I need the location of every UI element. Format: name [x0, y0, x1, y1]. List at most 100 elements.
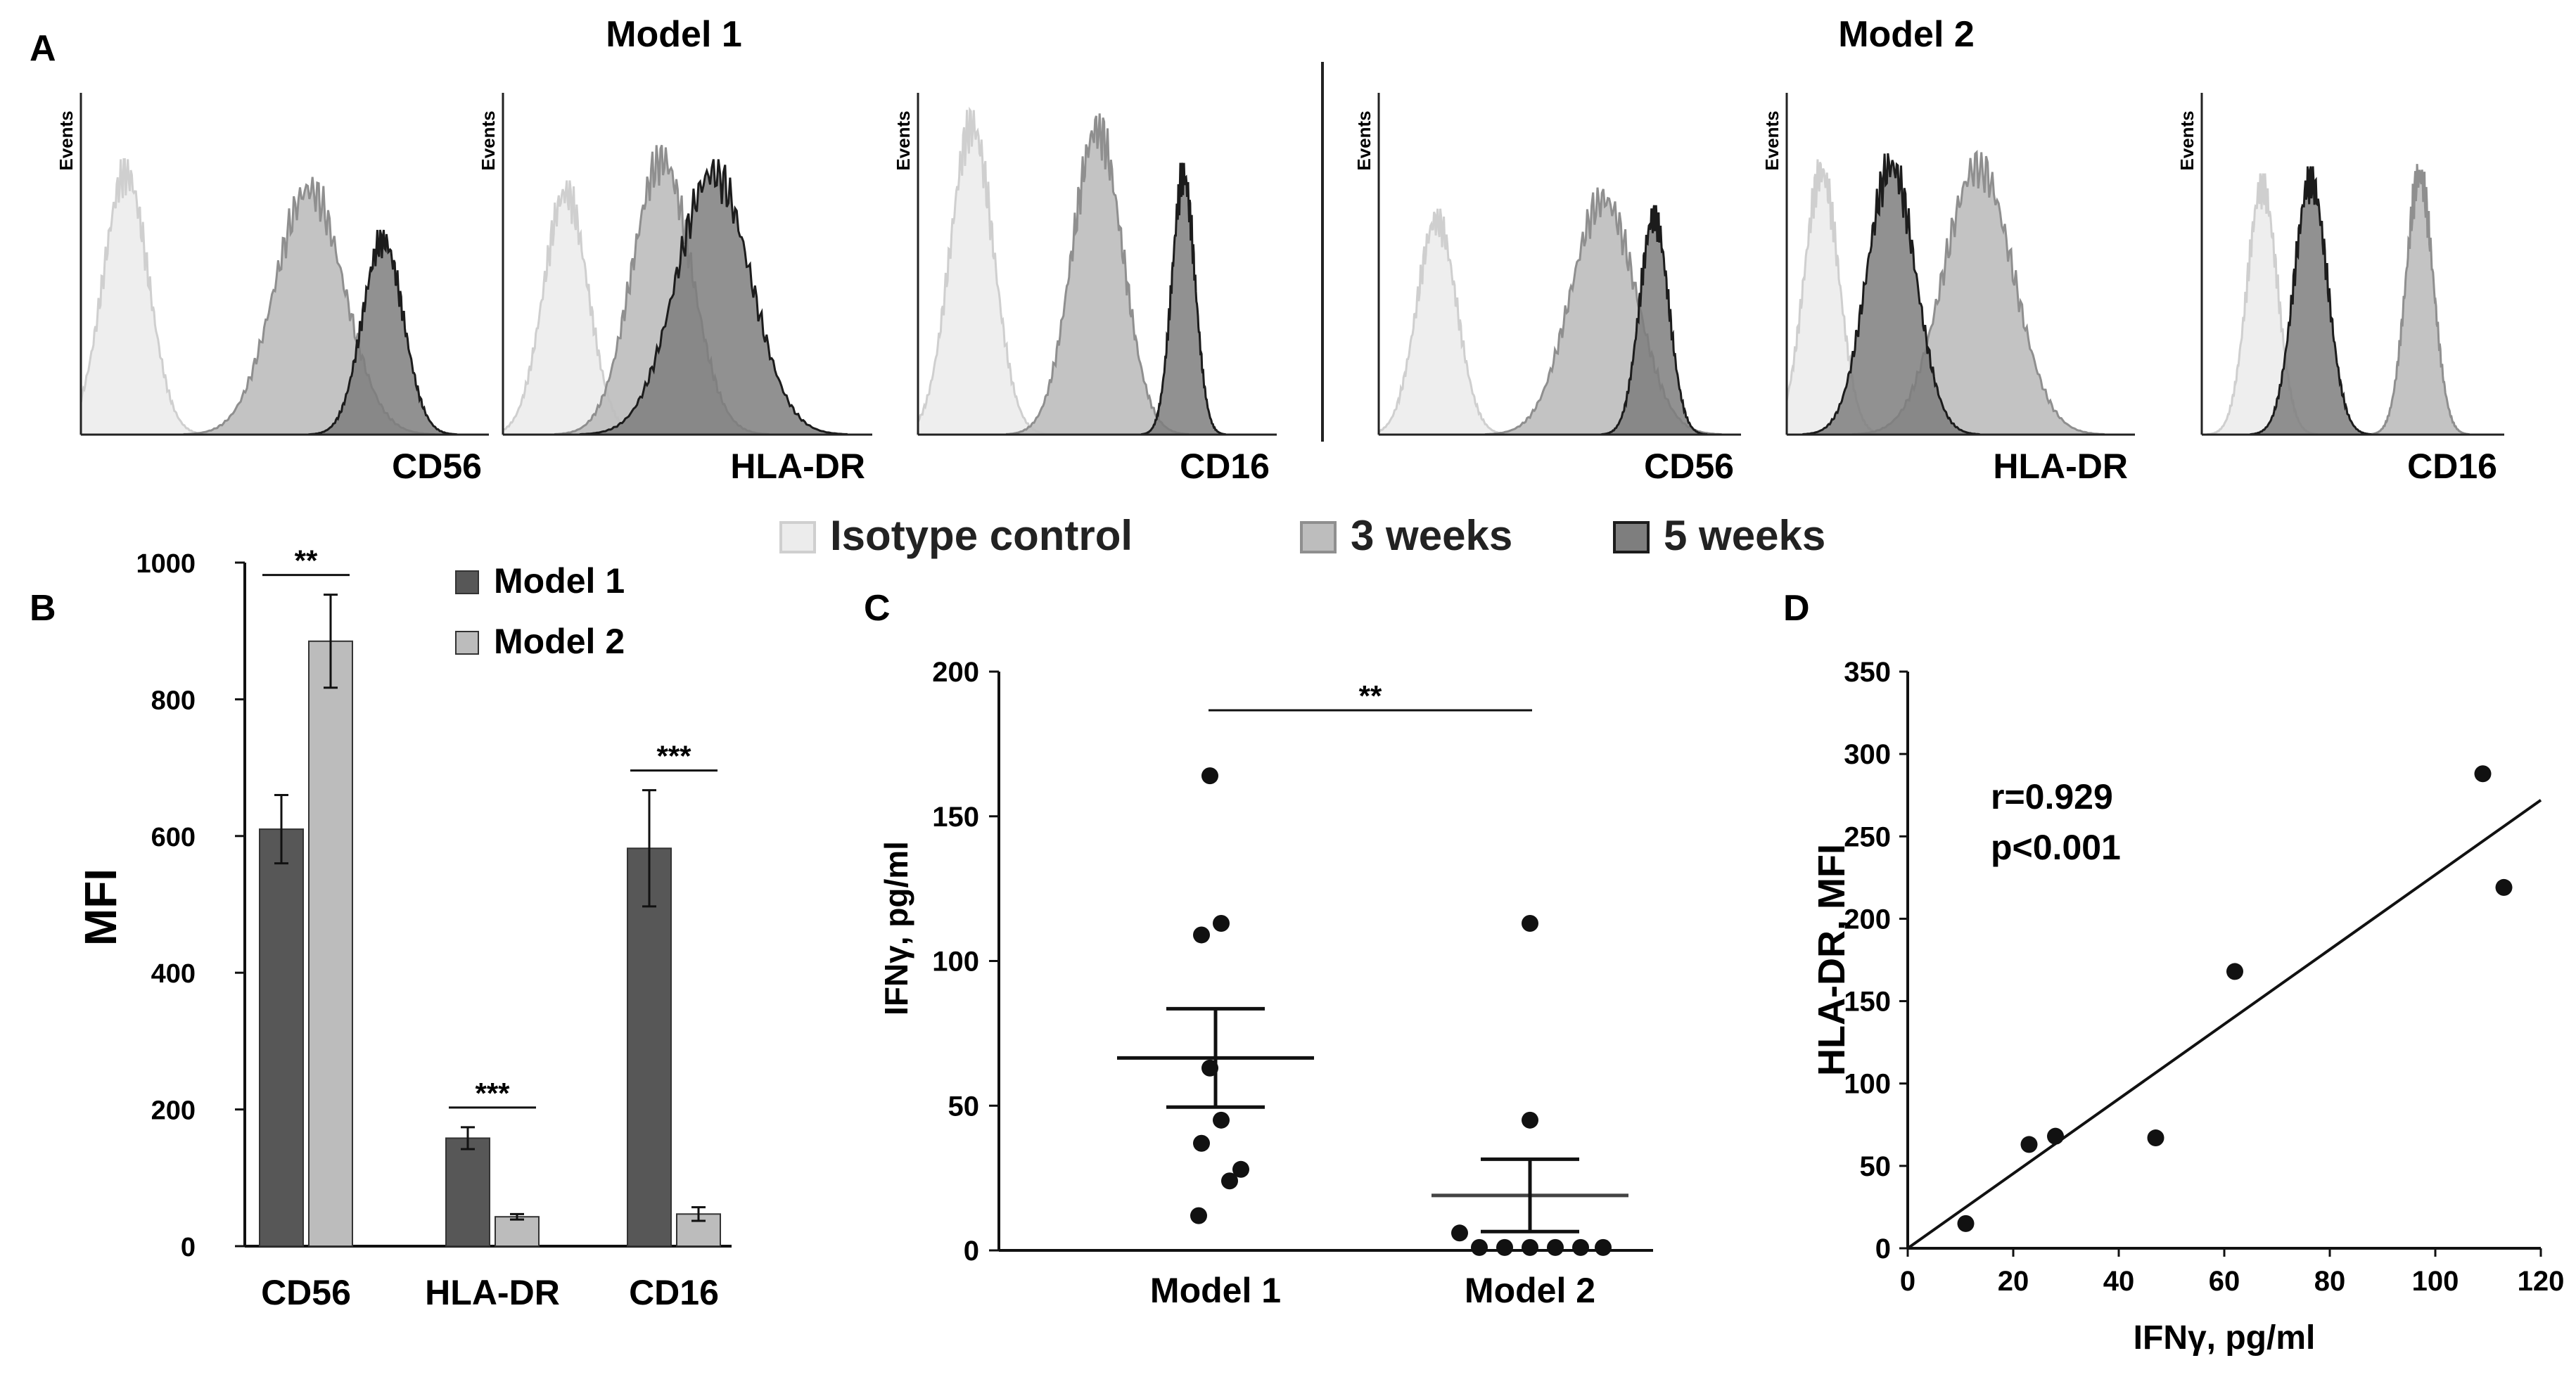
- data-point: [1522, 915, 1538, 933]
- data-point: [1957, 1215, 1975, 1232]
- error-bar: [510, 1212, 524, 1221]
- x-tick-label: 60: [2209, 1266, 2240, 1297]
- data-point: [1572, 1238, 1589, 1256]
- x-axis-label: IFNγ, pg/ml: [2134, 1319, 2316, 1357]
- events-axis-label: Events: [893, 110, 914, 170]
- bar-cd56-model-1: [259, 828, 304, 1247]
- significance-marker: ***: [656, 740, 691, 773]
- panel-d-correlation-plot: D 0 50 100 150 200 250 300 350 0 20 40 60 80 100 120 IFN…: [1783, 588, 2564, 1357]
- panel-a-histograms: A Model 1 Model 2EventsCD56EventsHLA-DREve…: [30, 14, 2504, 486]
- x-tick-label: 100: [2412, 1266, 2459, 1297]
- y-tick-label: 150: [932, 802, 979, 833]
- y-tick-label: 0: [964, 1236, 979, 1267]
- data-point: [1451, 1224, 1468, 1242]
- y-tick-label: 200: [151, 1096, 196, 1126]
- legend-swatch-5w: [1613, 521, 1650, 553]
- category-label: Model 2: [1465, 1271, 1595, 1310]
- data-point: [2147, 1129, 2164, 1147]
- data-point: [1213, 1111, 1230, 1129]
- x-tick-label: 120: [2518, 1266, 2565, 1297]
- histogram-peak-5w: [579, 159, 848, 436]
- histogram-4-cd56: Events CD56: [1353, 93, 1741, 486]
- y-tick-label: 150: [1844, 987, 1891, 1018]
- marker-label: CD16: [2407, 447, 2497, 486]
- histogram-peak-5w: [1141, 162, 1226, 436]
- data-point: [1496, 1238, 1513, 1256]
- events-axis-label: Events: [478, 110, 499, 170]
- data-point: [2495, 878, 2513, 896]
- y-tick-label: 50: [1860, 1151, 1892, 1182]
- correlation-r: r=0.929: [1991, 777, 2113, 816]
- legend-swatch-model-1: [455, 570, 479, 594]
- histogram-peak-5w: [2250, 166, 2372, 436]
- events-axis-label: Events: [56, 110, 77, 170]
- bar-cd56-model-2: [308, 640, 353, 1247]
- events-axis-label: Events: [2176, 110, 2198, 170]
- panel-a-legend: Isotype control 3 weeks 5 weeks: [779, 512, 1825, 559]
- panel-c-dot-plot: C 0 50 100 150 200 IFNγ, pg/ml Model 1 Model 2 **: [864, 588, 1653, 1310]
- histogram-peak-isotype: [917, 106, 1051, 436]
- marker-label: CD16: [1180, 447, 1270, 486]
- legend-label-3w: 3 weeks: [1351, 512, 1512, 559]
- histogram-peak-isotype: [1377, 208, 1510, 436]
- histogram-peak-5w: [308, 229, 458, 436]
- y-tick-label: 50: [948, 1091, 980, 1122]
- error-bar: [461, 1126, 475, 1151]
- marker-label: HLA-DR: [730, 447, 865, 486]
- data-point: [1522, 1238, 1538, 1256]
- data-point: [1201, 767, 1218, 785]
- histogram-2-hla-dr: Events HLA-DR: [478, 93, 872, 486]
- data-point: [1595, 1238, 1612, 1256]
- events-axis-label: Events: [1353, 110, 1375, 170]
- y-tick-label: 1000: [136, 549, 196, 579]
- significance-marker: ***: [475, 1077, 510, 1110]
- data-point: [1471, 1238, 1488, 1256]
- error-bar: [642, 789, 656, 908]
- marker-label: CD56: [392, 447, 482, 486]
- y-tick-label: 200: [1844, 904, 1891, 935]
- data-point: [1547, 1238, 1564, 1256]
- y-tick-label: 0: [1875, 1234, 1891, 1264]
- marker-label: HLA-DR: [1993, 447, 2128, 486]
- y-tick-label: 350: [1844, 657, 1891, 688]
- legend-label-model-2: Model 2: [494, 622, 625, 661]
- histogram-5-hla-dr: Events HLA-DR: [1761, 93, 2135, 486]
- histogram-peak-3w: [1484, 187, 1722, 436]
- error-bar: [324, 594, 338, 689]
- x-tick-label: 0: [1900, 1266, 1915, 1297]
- y-tick-label: 400: [151, 959, 196, 989]
- data-point: [1213, 915, 1230, 933]
- histogram-1-cd56: Events CD56: [56, 93, 489, 486]
- y-axis-label: IFNγ, pg/ml: [878, 841, 914, 1015]
- panel-letter-a: A: [30, 28, 56, 69]
- category-label: HLA-DR: [425, 1273, 560, 1312]
- histogram-peak-5w: [1802, 153, 1980, 436]
- histogram-peak-3w: [1006, 113, 1189, 436]
- data-point: [1193, 926, 1210, 944]
- data-point: [1522, 1111, 1538, 1129]
- group-title-model-2: Model 2: [1838, 14, 1975, 55]
- y-axis-label: MFI: [75, 869, 126, 946]
- marker-label: CD56: [1644, 447, 1734, 486]
- x-tick-label: 20: [1998, 1266, 2029, 1297]
- legend-swatch-3w: [1300, 521, 1337, 553]
- data-point: [2020, 1136, 2038, 1153]
- y-tick-label: 0: [181, 1233, 196, 1262]
- panel-letter-d: D: [1783, 588, 1810, 629]
- legend-label-isotype: Isotype control: [830, 512, 1133, 559]
- legend-label-5w: 5 weeks: [1664, 512, 1825, 559]
- x-tick-label: 40: [2103, 1266, 2135, 1297]
- y-tick-label: 100: [932, 947, 979, 978]
- significance-marker: **: [1359, 679, 1382, 712]
- correlation-p: p<0.001: [1991, 828, 2121, 867]
- legend-label-model-1: Model 1: [494, 561, 625, 601]
- histogram-peak-5w: [1600, 205, 1708, 436]
- legend-swatch-model-2: [455, 631, 479, 655]
- data-point: [1232, 1160, 1249, 1178]
- y-tick-label: 600: [151, 823, 196, 852]
- data-point: [1190, 1207, 1207, 1224]
- data-point: [1201, 1059, 1218, 1077]
- category-label: CD56: [261, 1273, 351, 1312]
- panel-letter-b: B: [30, 588, 56, 629]
